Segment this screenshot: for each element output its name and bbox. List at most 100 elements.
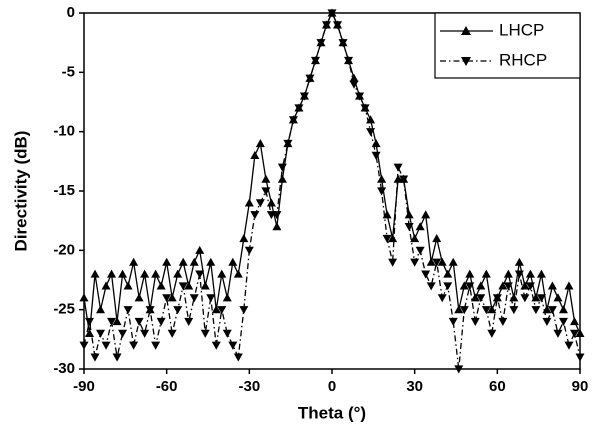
marker [349,80,359,89]
marker [85,317,95,327]
marker [426,257,436,266]
marker [112,317,122,326]
marker [558,305,568,314]
legend-marker [461,57,471,66]
marker [112,353,122,362]
marker [476,294,486,303]
marker [239,233,249,243]
marker [305,74,315,83]
marker [377,187,387,196]
marker [542,317,552,327]
marker [129,257,139,266]
legend-label: RHCP [499,50,547,69]
marker [569,329,579,338]
marker [277,163,287,172]
marker [272,222,282,231]
y-tick-label: -30 [53,360,75,377]
marker [509,306,519,315]
marker [415,246,425,255]
marker [200,281,210,290]
marker [382,234,392,243]
marker [288,116,298,125]
marker [167,293,177,302]
marker [123,306,133,315]
marker [547,281,557,290]
marker [145,306,155,315]
marker [173,269,183,278]
marker [443,269,453,278]
marker [421,270,431,279]
marker [481,269,491,278]
marker [371,151,381,160]
marker [250,211,260,220]
marker [255,199,265,208]
marker [228,257,238,266]
x-tick-label: -30 [238,378,260,395]
y-axis-label: Directivity (dB) [11,131,30,252]
marker [123,281,133,290]
marker [410,233,420,243]
marker [338,39,348,48]
marker [151,341,161,350]
y-tick-label: -25 [53,301,75,318]
marker [244,246,254,255]
marker [178,257,188,266]
legend-box [434,12,581,79]
marker [233,269,243,278]
marker [316,39,326,48]
marker [333,21,343,30]
marker [421,210,431,219]
y-tick-label: 0 [67,4,75,21]
marker [459,281,469,290]
marker [470,293,480,302]
marker [443,282,453,291]
marker [96,329,106,338]
marker [184,281,194,290]
marker [564,341,574,350]
marker [553,329,563,338]
marker [514,270,524,279]
marker [140,269,150,278]
marker [294,104,304,113]
marker [310,56,320,65]
marker [261,187,271,196]
marker [151,269,161,278]
marker [206,257,216,266]
marker [487,305,497,314]
marker [200,329,210,338]
marker [101,281,111,290]
marker [118,269,128,278]
marker [399,175,409,184]
marker [553,293,563,302]
marker [547,306,557,315]
plot-frame [83,12,581,370]
marker [531,306,541,315]
marker [134,317,144,327]
y-tick-label: -10 [53,123,75,140]
marker [222,329,232,338]
marker [189,294,199,303]
marker [520,294,530,303]
marker [388,233,398,243]
marker [536,294,546,303]
x-tick-label: 0 [328,378,336,395]
marker [448,257,458,266]
marker [184,317,194,327]
x-axis-label: Theta (°) [298,403,366,422]
marker [195,245,205,254]
marker [266,198,276,207]
marker [437,257,447,266]
marker [404,223,414,232]
marker [189,257,199,266]
marker [90,353,100,362]
marker [107,269,117,278]
marker [492,294,502,303]
marker [162,294,172,303]
marker [525,269,535,278]
marker [520,281,530,290]
marker [178,282,188,291]
marker [487,329,497,338]
marker [514,257,524,266]
marker [404,210,414,219]
